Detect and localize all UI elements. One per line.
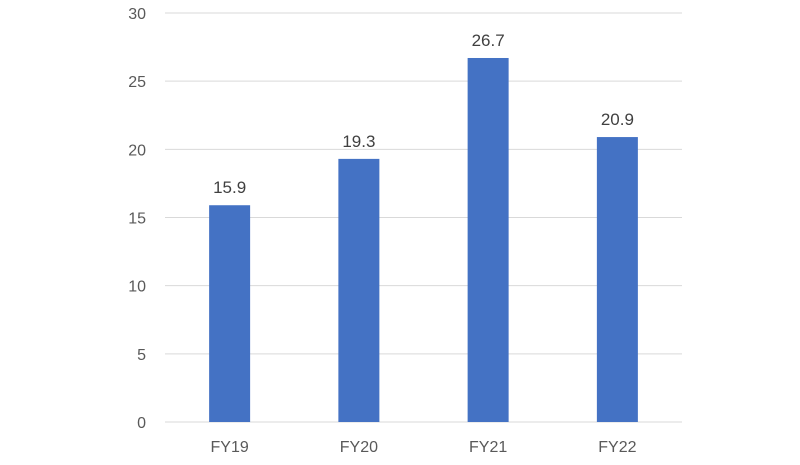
x-tick-label: FY22 (598, 439, 636, 456)
y-tick-label: 5 (137, 347, 146, 364)
y-tick-label: 20 (128, 142, 146, 159)
y-axis-ticks: 0 5 10 15 20 25 30 (128, 6, 146, 432)
x-tick-label: FY19 (211, 439, 249, 456)
bar-fy19 (209, 205, 251, 422)
bar-fy22 (596, 137, 638, 422)
x-tick-label: FY20 (340, 439, 378, 456)
gridlines (165, 12, 682, 423)
bar-fy21 (467, 57, 509, 423)
data-labels: 15.9 19.3 26.7 20.9 (213, 31, 634, 197)
y-tick-label: 0 (137, 415, 146, 432)
y-tick-label: 10 (128, 279, 146, 296)
bar-fy20 (338, 158, 380, 423)
x-axis-ticks: FY19 FY20 FY21 FY22 (211, 439, 637, 456)
data-label: 20.9 (601, 110, 634, 129)
data-label: 19.3 (342, 132, 375, 151)
x-tick-label: FY21 (469, 439, 507, 456)
bars (209, 57, 638, 423)
data-label: 26.7 (472, 31, 505, 50)
y-tick-label: 25 (128, 74, 146, 91)
y-tick-label: 30 (128, 6, 146, 23)
data-label: 15.9 (213, 178, 246, 197)
y-tick-label: 15 (128, 211, 146, 228)
